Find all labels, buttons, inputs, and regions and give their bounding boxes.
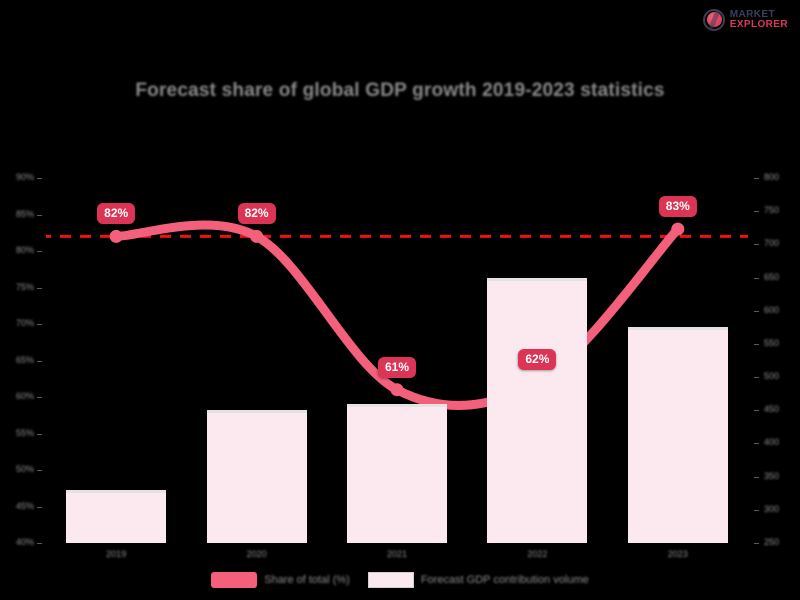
x-tick-2023: 2023 <box>667 549 688 559</box>
y-left-tick-3: 75% <box>15 281 34 292</box>
y-right-tick-5: 550 <box>764 337 780 348</box>
y-right-tickmark-2 <box>754 244 759 246</box>
y-right-tick-6: 500 <box>764 371 780 382</box>
y-right-tick-4: 600 <box>764 304 780 315</box>
y-right-tickmark-10 <box>754 509 759 511</box>
y-right-tick-0: 800 <box>764 172 780 182</box>
legend-label-line: Share of total (%) <box>264 574 350 586</box>
y-left-tickmark-8 <box>37 470 42 471</box>
y-right-tick-2: 700 <box>764 238 780 249</box>
y-left-tickmark-3 <box>37 287 42 289</box>
y-left-tick-7: 55% <box>15 427 34 438</box>
legend-item-line[interactable]: Share of total (%) <box>211 572 350 588</box>
y-right-tickmark-4 <box>754 310 759 312</box>
y-left-tickmark-4 <box>37 324 42 325</box>
data-label-2023: 83% <box>658 196 697 218</box>
y-right-tickmark-11 <box>754 543 759 544</box>
legend-label-bar: Forecast GDP contribution volume <box>420 574 589 586</box>
y-right-tickmark-7 <box>754 410 759 412</box>
y-left-tickmark-6 <box>37 397 42 398</box>
y-left-tickmark-9 <box>37 506 42 508</box>
data-label-2021: 61% <box>377 356 417 378</box>
data-point-2023[interactable] <box>671 222 685 236</box>
y-axis-left: 90% 85% 80% 75% 70% 65% 60% 55% 50% 45% 40% <box>0 170 44 550</box>
x-tick-2020: 2020 <box>246 549 267 559</box>
y-left-tickmark-2 <box>37 251 42 252</box>
bar-2023[interactable] <box>627 327 728 543</box>
x-tick-2019: 2019 <box>106 549 127 559</box>
y-left-tickmark-5 <box>37 360 42 362</box>
y-left-tickmark-1 <box>37 214 42 216</box>
y-left-tick-5: 65% <box>15 354 34 365</box>
y-left-tick-2: 80% <box>15 245 34 255</box>
data-point-2019[interactable] <box>109 229 123 243</box>
y-right-tick-3: 650 <box>764 271 780 282</box>
y-left-tick-8: 50% <box>15 464 34 474</box>
y-right-tick-7: 450 <box>764 404 780 415</box>
y-right-tick-8: 400 <box>764 437 780 448</box>
x-tick-2022: 2022 <box>527 549 548 559</box>
plot-svg <box>0 220 798 410</box>
y-left-tick-1: 85% <box>15 208 34 219</box>
brand-logo: MARKET EXPLORER <box>699 4 792 36</box>
y-left-tick-6: 60% <box>15 391 34 401</box>
data-label-2019: 82% <box>97 203 136 225</box>
y-right-tickmark-3 <box>754 277 759 279</box>
x-tick-2021: 2021 <box>386 549 408 559</box>
y-left-tick-10: 40% <box>15 537 34 547</box>
bar-2021[interactable] <box>347 403 447 543</box>
logo-line1: MARKET <box>729 9 775 20</box>
y-right-tick-9: 350 <box>764 470 780 481</box>
y-right-tickmark-5 <box>754 343 759 345</box>
y-axis-right: 800 750 700 650 600 550 500 450 400 350 300 250 <box>752 170 800 550</box>
bar-2019[interactable] <box>66 489 167 543</box>
data-label-2022: 62% <box>518 349 557 371</box>
y-right-tickmark-8 <box>754 443 759 445</box>
bar-2020[interactable] <box>206 410 307 543</box>
bar-2022[interactable] <box>487 277 588 543</box>
y-left-tick-9: 45% <box>15 500 34 511</box>
y-right-tick-1: 750 <box>764 205 780 216</box>
y-left-tickmark-7 <box>37 433 42 435</box>
chart-title: Forecast share of global GDP growth 2019… <box>135 80 665 101</box>
legend-item-bar[interactable]: Forecast GDP contribution volume <box>367 572 589 588</box>
logo-line2: EXPLORER <box>729 19 788 30</box>
chart-legend: Share of total (%) Forecast GDP contribu… <box>0 572 800 588</box>
data-point-2021[interactable] <box>390 383 404 397</box>
y-right-tickmark-9 <box>754 476 759 478</box>
data-label-2020: 82% <box>237 203 276 225</box>
y-right-tickmark-1 <box>754 211 759 213</box>
logo-mark-icon <box>702 9 725 31</box>
y-left-tickmark-0 <box>37 178 42 179</box>
data-point-2020[interactable] <box>250 229 264 243</box>
y-left-tickmark-10 <box>37 543 42 544</box>
plot-area <box>0 178 798 543</box>
logo-wordmark: MARKET EXPLORER <box>730 10 788 30</box>
y-right-tickmark-6 <box>754 377 759 379</box>
legend-swatch-bar-icon <box>367 572 414 588</box>
y-left-tick-4: 70% <box>15 318 34 328</box>
legend-swatch-line-icon <box>211 572 258 588</box>
y-left-tick-0: 90% <box>15 172 34 182</box>
y-right-tick-10: 300 <box>764 503 780 514</box>
y-right-tick-11: 250 <box>764 537 780 547</box>
trend-line <box>111 220 683 410</box>
y-right-tickmark-0 <box>754 178 759 179</box>
